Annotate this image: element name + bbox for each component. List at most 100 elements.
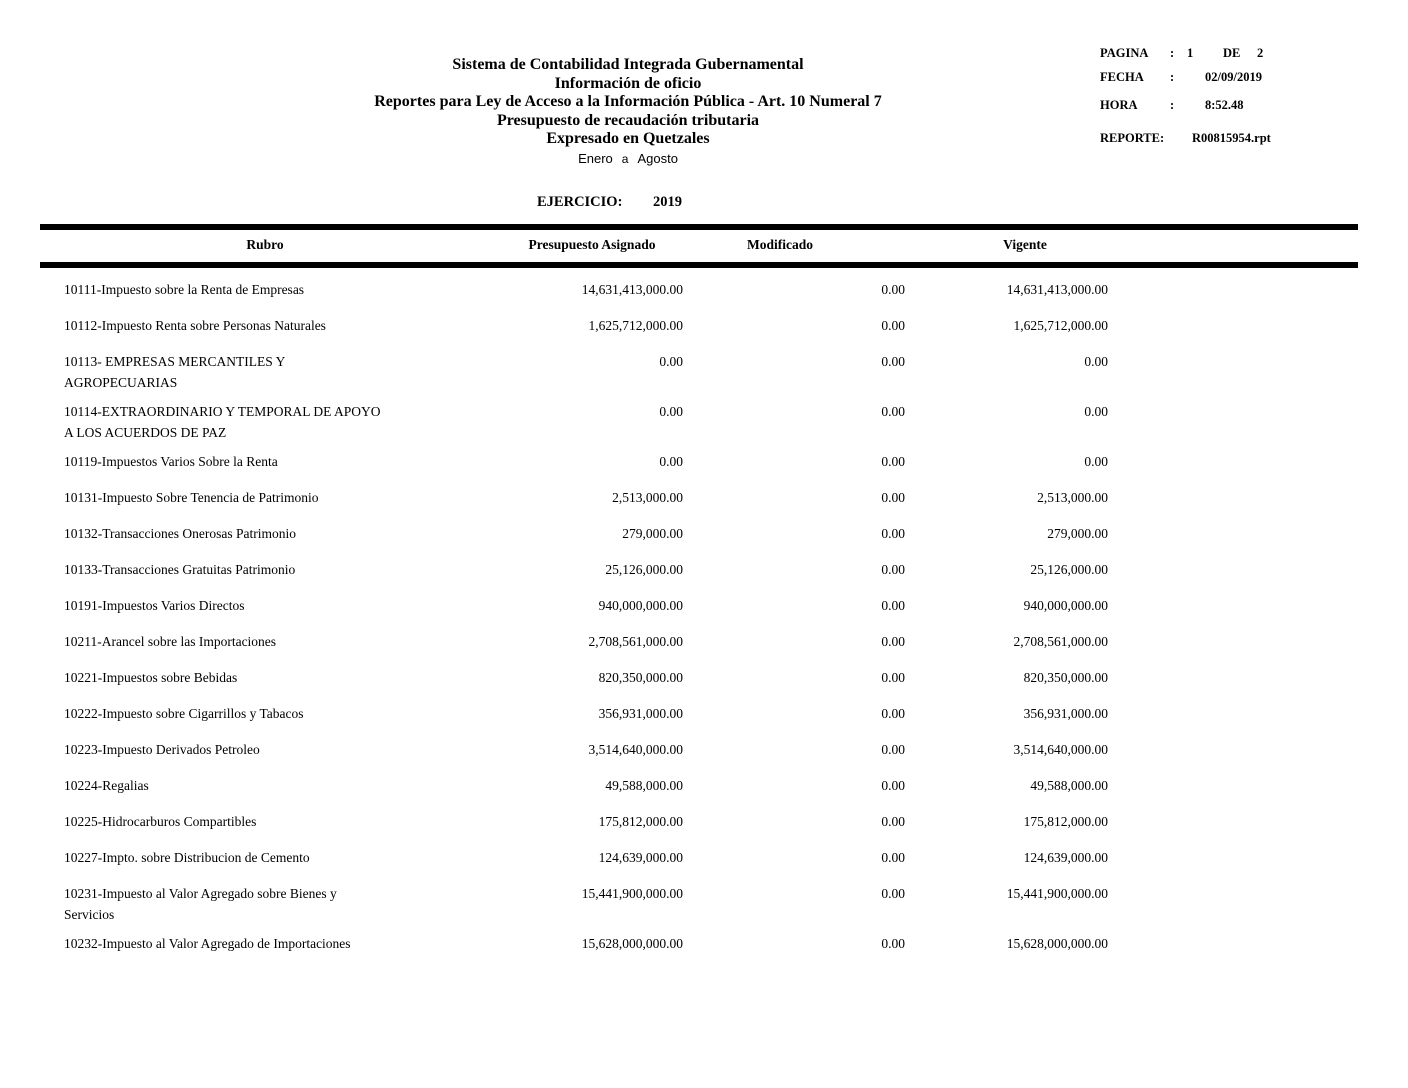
meta-reporte: REPORTE: R00815954.rpt <box>1100 131 1400 147</box>
table-row: 10211-Arancel sobre las Importaciones 2,7… <box>40 622 1360 658</box>
row-rubro-line: 10224-Regalias <box>64 778 149 793</box>
row-presupuesto-asignado: 356,931,000.00 <box>598 706 683 721</box>
table-row: 10221-Impuestos sobre Bebidas 820,350,000… <box>40 658 1360 694</box>
row-rubro-line: 10232-Impuesto al Valor Agregado de Impo… <box>64 936 351 951</box>
row-modificado: 0.00 <box>881 562 905 577</box>
row-presupuesto-asignado: 15,628,000,000.00 <box>581 936 683 951</box>
pagina-colon: : <box>1170 46 1175 60</box>
table-row: 10133-Transacciones Gratuitas Patrimonio… <box>40 550 1360 586</box>
row-modificado: 0.00 <box>881 454 905 469</box>
row-vigente: 2,513,000.00 <box>1037 490 1108 505</box>
row-presupuesto-asignado: 1,625,712,000.00 <box>588 318 684 333</box>
row-rubro: 10119-Impuestos Varios Sobre la Renta <box>64 451 470 472</box>
table-header-bottom-rule <box>40 262 1358 268</box>
report-period: Enero a Agosto <box>0 150 1256 168</box>
row-rubro: 10211-Arancel sobre las Importaciones <box>64 631 470 652</box>
row-vigente: 175,812,000.00 <box>1023 814 1108 829</box>
report-meta: PAGINA : 1 DE 2 FECHA : 02/09/2019 HORA … <box>1100 46 1400 156</box>
row-modificado: 0.00 <box>881 886 905 901</box>
row-presupuesto-asignado: 0.00 <box>659 354 683 369</box>
row-rubro-line: 10211-Arancel sobre las Importaciones <box>64 634 277 649</box>
row-modificado: 0.00 <box>881 598 905 613</box>
row-rubro: 10221-Impuestos sobre Bebidas <box>64 667 470 688</box>
row-rubro: 10231-Impuesto al Valor Agregado sobre B… <box>64 883 470 925</box>
row-vigente: 49,588,000.00 <box>1030 778 1108 793</box>
fecha-colon: : <box>1170 70 1175 84</box>
period-connector: a <box>621 151 629 166</box>
hora-label: HORA <box>1100 98 1138 112</box>
row-presupuesto-asignado: 0.00 <box>659 404 683 419</box>
row-rubro: 10133-Transacciones Gratuitas Patrimonio <box>64 559 470 580</box>
row-presupuesto-asignado: 279,000.00 <box>622 526 683 541</box>
table-row: 10114-EXTRAORDINARIO Y TEMPORAL DE APOYO… <box>40 392 1360 442</box>
reporte-label: REPORTE: <box>1100 131 1165 145</box>
row-modificado: 0.00 <box>881 354 905 369</box>
row-presupuesto-asignado: 124,639,000.00 <box>598 850 683 865</box>
row-rubro: 10222-Impuesto sobre Cigarrillos y Tabac… <box>64 703 470 724</box>
row-rubro: 10232-Impuesto al Valor Agregado de Impo… <box>64 933 470 954</box>
ejercicio-line: EJERCICIO: 2019 <box>0 194 1408 214</box>
row-vigente: 0.00 <box>1084 404 1108 419</box>
row-rubro-line: 10225-Hidrocarburos Compartibles <box>64 814 257 829</box>
report-subtitle-presupuesto: Presupuesto de recaudación tributaria <box>496 111 760 129</box>
row-rubro: 10113- EMPRESAS MERCANTILES Y AGROPECUARI… <box>64 351 470 393</box>
row-vigente: 0.00 <box>1084 354 1108 369</box>
row-rubro-line: 10119-Impuestos Varios Sobre la Renta <box>64 454 278 469</box>
row-presupuesto-asignado: 15,441,900,000.00 <box>581 886 683 901</box>
row-vigente: 25,126,000.00 <box>1030 562 1108 577</box>
hora-value: 8:52.48 <box>1205 98 1244 112</box>
row-rubro-line: 10227-Impto. sobre Distribucion de Cemen… <box>64 850 310 865</box>
column-header-rubro: Rubro <box>246 237 284 252</box>
row-modificado: 0.00 <box>881 814 905 829</box>
period-from: Enero <box>578 150 613 166</box>
row-vigente: 15,441,900,000.00 <box>1006 886 1108 901</box>
row-vigente: 2,708,561,000.00 <box>1013 634 1109 649</box>
row-vigente: 15,628,000,000.00 <box>1006 936 1108 951</box>
pagina-label: PAGINA <box>1100 46 1149 60</box>
row-rubro-line: Servicios <box>64 907 115 922</box>
row-presupuesto-asignado: 49,588,000.00 <box>605 778 683 793</box>
row-presupuesto-asignado: 14,631,413,000.00 <box>581 282 683 297</box>
row-rubro-line: 10131-Impuesto Sobre Tenencia de Patrimo… <box>64 490 319 505</box>
row-vigente: 940,000,000.00 <box>1023 598 1108 613</box>
table-body: 10111-Impuesto sobre la Renta de Empresa… <box>40 270 1360 960</box>
report-subtitle-oficio: Información de oficio <box>554 74 702 92</box>
row-presupuesto-asignado: 940,000,000.00 <box>598 598 683 613</box>
row-rubro-line: 10222-Impuesto sobre Cigarrillos y Tabac… <box>64 706 304 721</box>
row-presupuesto-asignado: 0.00 <box>659 454 683 469</box>
report-subtitle-moneda: Expresado en Quetzales <box>546 130 710 147</box>
row-rubro: 10227-Impto. sobre Distribucion de Cemen… <box>64 847 470 868</box>
fecha-value: 02/09/2019 <box>1205 70 1262 84</box>
row-vigente: 356,931,000.00 <box>1023 706 1108 721</box>
row-rubro: 10112-Impuesto Renta sobre Personas Natu… <box>64 315 470 336</box>
row-rubro: 10111-Impuesto sobre la Renta de Empresa… <box>64 279 470 300</box>
row-presupuesto-asignado: 3,514,640,000.00 <box>588 742 684 757</box>
row-modificado: 0.00 <box>881 318 905 333</box>
table-row: 10227-Impto. sobre Distribucion de Cemen… <box>40 838 1360 874</box>
row-rubro: 10223-Impuesto Derivados Petroleo <box>64 739 470 760</box>
column-header-asignado: Presupuesto Asignado <box>528 237 656 252</box>
report-subtitle-ley: Reportes para Ley de Acceso a la Informa… <box>374 93 882 110</box>
row-modificado: 0.00 <box>881 670 905 685</box>
row-rubro-line: 10132-Transacciones Onerosas Patrimonio <box>64 526 296 541</box>
row-rubro-line: AGROPECUARIAS <box>64 375 178 390</box>
period-to: Agosto <box>637 150 678 166</box>
row-vigente: 3,514,640,000.00 <box>1013 742 1109 757</box>
reporte-value: R00815954.rpt <box>1192 131 1271 145</box>
table-row: 10225-Hidrocarburos Compartibles 175,812,… <box>40 802 1360 838</box>
table-row: 10112-Impuesto Renta sobre Personas Natu… <box>40 306 1360 342</box>
row-rubro: 10224-Regalias <box>64 775 470 796</box>
row-rubro-line: 10191-Impuestos Varios Directos <box>64 598 245 613</box>
row-rubro-line: 10223-Impuesto Derivados Petroleo <box>64 742 260 757</box>
row-rubro-line: A LOS ACUERDOS DE PAZ <box>64 425 227 440</box>
row-rubro-line: 10221-Impuestos sobre Bebidas <box>64 670 238 685</box>
row-modificado: 0.00 <box>881 526 905 541</box>
meta-pagina: PAGINA : 1 DE 2 <box>1100 46 1400 62</box>
row-modificado: 0.00 <box>881 634 905 649</box>
table-row: 10119-Impuestos Varios Sobre la Renta 0.0… <box>40 442 1360 478</box>
row-rubro: 10132-Transacciones Onerosas Patrimonio <box>64 523 470 544</box>
pagina-total: 2 <box>1257 46 1264 60</box>
row-vigente: 820,350,000.00 <box>1023 670 1108 685</box>
row-rubro-line: 10114-EXTRAORDINARIO Y TEMPORAL DE APOYO <box>64 404 381 419</box>
